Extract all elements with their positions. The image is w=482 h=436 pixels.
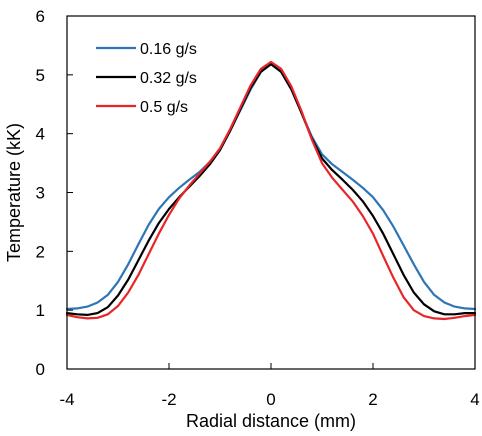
y-axis-title: Temperature (kK) [4,123,24,262]
legend-label-1: 0.16 g/s [140,41,197,58]
x-tick-label: -4 [59,390,74,409]
x-tick-label: 0 [266,390,275,409]
y-tick-label: 5 [36,66,45,85]
legend-label-2: 0.32 g/s [140,70,197,87]
series-layer [65,60,477,321]
y-tick-label: 1 [36,301,45,320]
x-tick-label: 2 [368,390,377,409]
axes [66,15,476,370]
series-line-3 [65,60,477,321]
legend-label-3: 0.5 g/s [140,99,188,116]
y-tick-label: 0 [36,360,45,379]
series-line-2 [65,63,477,316]
y-tick-label: 4 [36,125,45,144]
y-tick-label: 2 [36,242,45,261]
legend: 0.16 g/s 0.32 g/s 0.5 g/s [96,41,197,116]
tick-labels: 0 1 2 3 4 5 6 -4 -2 0 2 4 [36,7,480,409]
x-tick-label: 4 [470,390,479,409]
plot-background [67,16,475,369]
y-tick-label: 3 [36,184,45,203]
x-axis-title: Radial distance (mm) [186,411,356,431]
y-tick-label: 6 [36,7,45,26]
plot-area [67,16,475,369]
x-tick-label: -2 [161,390,176,409]
